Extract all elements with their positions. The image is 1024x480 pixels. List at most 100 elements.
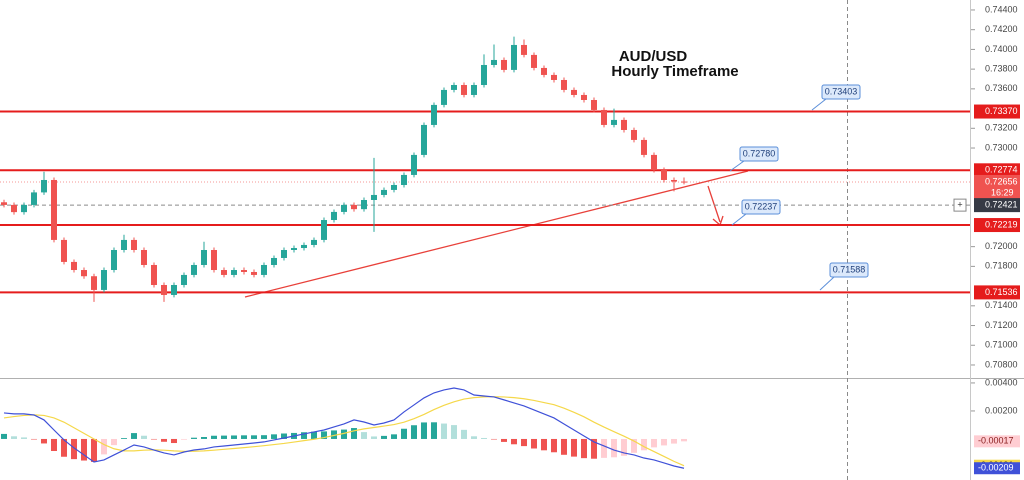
last-value-box xyxy=(974,462,1020,475)
candle-body xyxy=(381,189,387,195)
candle-body xyxy=(491,59,497,65)
y-tick-label: 0.74200 xyxy=(985,24,1018,34)
candle-body xyxy=(671,179,677,182)
callout-pointer xyxy=(819,276,835,291)
histogram-bar xyxy=(101,438,107,455)
level-label: 0.71536 xyxy=(985,287,1018,297)
arrow-line xyxy=(707,185,721,223)
last-price-box xyxy=(974,174,1020,199)
candle-body xyxy=(591,99,597,110)
y-tick-label: 0.73600 xyxy=(985,83,1018,93)
histogram-bar xyxy=(121,438,127,439)
level-label: 0.72219 xyxy=(985,219,1018,229)
candle-body xyxy=(401,174,407,186)
histogram-bar xyxy=(571,438,577,457)
callout-pointer xyxy=(811,98,827,111)
candle-body xyxy=(41,179,47,193)
crosshair-label: 0.72421 xyxy=(985,199,1018,209)
histogram-bar xyxy=(91,438,97,462)
candle-body xyxy=(481,64,487,86)
candle-body xyxy=(681,181,687,183)
candle-body xyxy=(361,199,367,210)
y-tick-label: 0.74000 xyxy=(985,44,1018,54)
histogram-bar xyxy=(351,428,357,439)
histogram-bar xyxy=(511,438,517,445)
crosshair-box xyxy=(974,198,1020,213)
y-tick-label: 0.72000 xyxy=(985,241,1018,251)
histogram-bar xyxy=(271,434,277,439)
histogram-bar xyxy=(211,435,217,439)
candle-body xyxy=(111,249,117,271)
histogram-bar xyxy=(491,438,497,440)
histogram-bar xyxy=(31,438,37,440)
histogram-bar xyxy=(231,435,237,439)
y-tick-label: 0.00200 xyxy=(985,405,1018,415)
trend-line xyxy=(244,170,749,298)
histogram-bar xyxy=(221,435,227,439)
histogram-bar xyxy=(651,438,657,448)
histogram-bar xyxy=(431,422,437,439)
candle-body xyxy=(281,249,287,258)
histogram-bar xyxy=(181,438,187,440)
histogram-bar xyxy=(71,438,77,460)
histogram-bar xyxy=(451,425,457,439)
histogram-bar xyxy=(161,438,167,442)
histogram-bar xyxy=(621,438,627,456)
histogram-bar xyxy=(461,429,467,439)
level-label-box xyxy=(974,104,1020,119)
histogram-bar xyxy=(261,435,267,439)
candle-body xyxy=(341,204,347,212)
histogram-bar xyxy=(41,438,47,444)
candle-body xyxy=(641,139,647,155)
candle-body xyxy=(601,109,607,125)
histogram-bar xyxy=(281,433,287,439)
candle-body xyxy=(611,119,617,125)
level-label: 0.72774 xyxy=(985,165,1018,175)
callout-pointer xyxy=(729,160,745,172)
y-tick-label: 0.74400 xyxy=(985,4,1018,14)
candle-body xyxy=(221,270,227,275)
callout-box xyxy=(829,262,869,278)
histogram-bar xyxy=(151,438,157,440)
candle-body xyxy=(391,185,397,190)
y-tick-label: 0.70800 xyxy=(985,359,1018,369)
crosshair-plus: + xyxy=(957,199,962,209)
histogram-bar xyxy=(341,429,347,439)
histogram-bar xyxy=(531,438,537,449)
histogram-bar xyxy=(611,438,617,458)
last-value-label: -0.00017 xyxy=(978,436,1014,446)
histogram-bar xyxy=(481,437,487,439)
candle-body xyxy=(451,85,457,90)
macd-line xyxy=(3,387,685,469)
candle-body xyxy=(541,67,547,75)
candle-body xyxy=(441,89,447,105)
candle-body xyxy=(261,264,267,275)
histogram-bar xyxy=(371,436,377,439)
histogram-bar xyxy=(81,438,87,461)
candle-body xyxy=(461,85,467,95)
histogram-bar xyxy=(421,422,427,439)
candle-body xyxy=(581,94,587,100)
y-tick-label: 0.00400 xyxy=(985,377,1018,387)
candle-body xyxy=(81,270,87,277)
histogram-bar xyxy=(521,438,527,447)
histogram-bar xyxy=(331,430,337,439)
candle-body xyxy=(71,261,77,271)
candle-body xyxy=(471,85,477,95)
histogram-bar xyxy=(11,436,17,439)
candle-body xyxy=(21,204,27,213)
candle-body xyxy=(551,74,557,80)
candle-body xyxy=(201,249,207,265)
histogram-bar xyxy=(111,438,117,446)
histogram-bar xyxy=(501,438,507,442)
candle-body xyxy=(351,204,357,210)
histogram-bar xyxy=(641,438,647,451)
candle-body xyxy=(121,239,127,250)
candle-body xyxy=(661,170,667,180)
candle-body xyxy=(531,54,537,68)
level-label-box xyxy=(974,218,1020,233)
candle-body xyxy=(501,59,507,70)
candle-body xyxy=(251,271,257,275)
chart-title: AUD/USD xyxy=(619,48,688,65)
